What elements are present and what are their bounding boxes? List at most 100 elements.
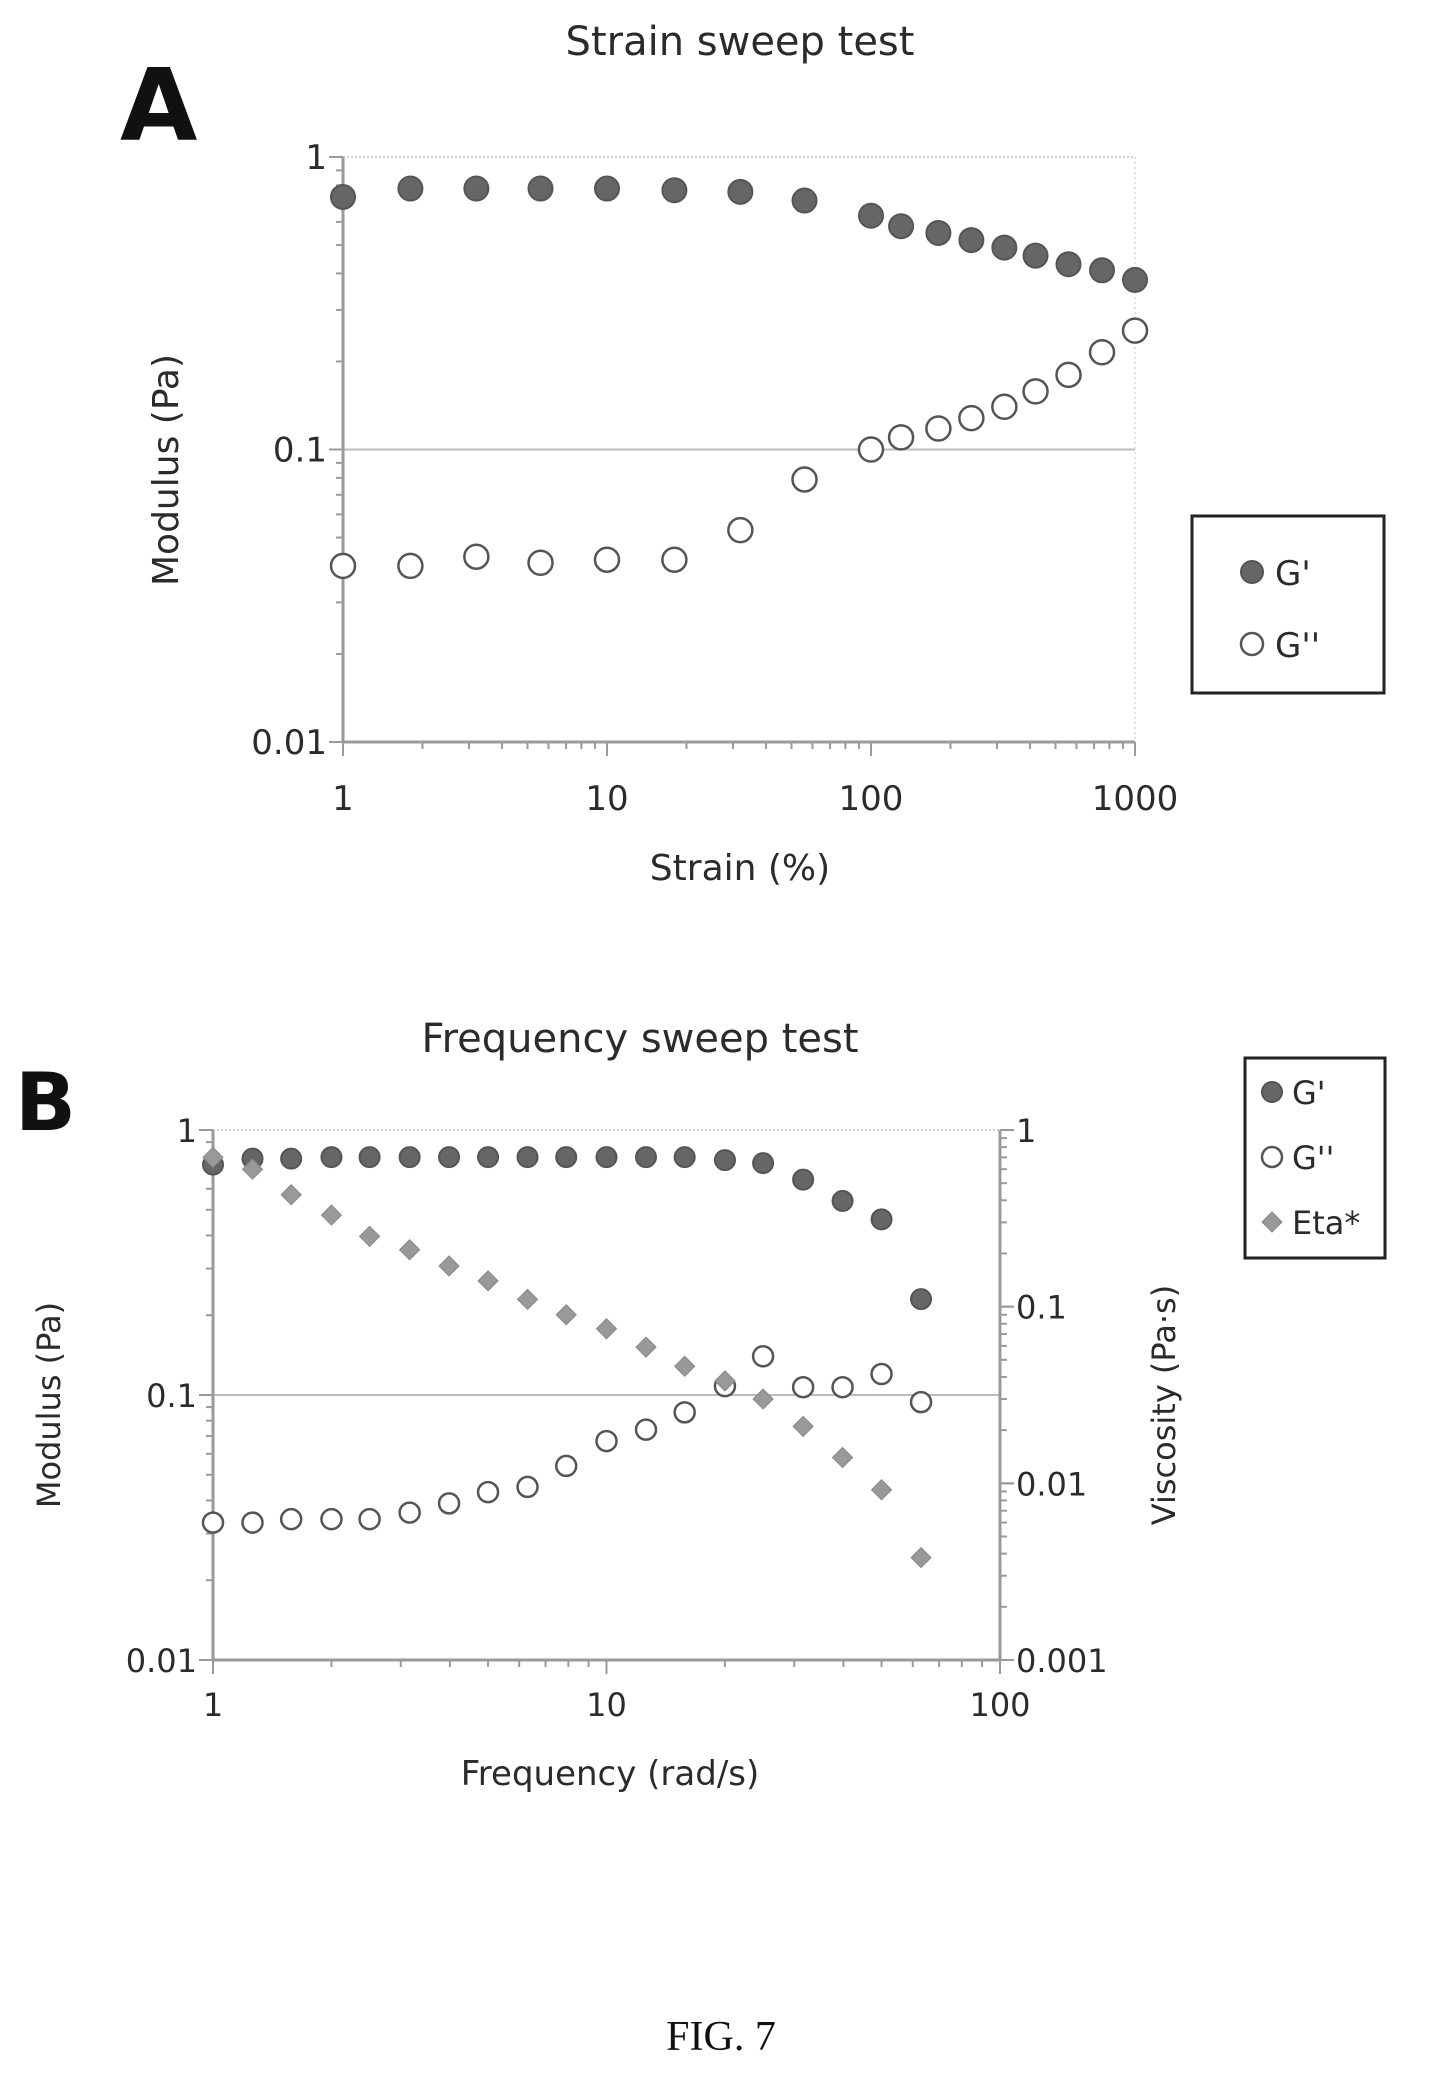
panel-a-axes	[329, 156, 1136, 756]
point-gprime-14	[1055, 251, 1082, 278]
point-gprime-15	[1089, 257, 1116, 284]
x-tick-label: 1000	[1092, 779, 1179, 819]
point-gprime-11	[958, 227, 985, 254]
point-gdoubleprime-10	[595, 1429, 618, 1453]
point-gprime-7	[477, 1146, 500, 1169]
panel-a-legend-box	[1190, 514, 1386, 695]
y-tick-label: 0.01	[251, 723, 327, 763]
panel-a-x-axis-label: Strain (%)	[650, 848, 830, 889]
point-gprime-15	[792, 1168, 815, 1191]
y-tick-label: 0.1	[146, 1377, 197, 1415]
point-gprime-18	[910, 1288, 933, 1311]
point-gprime-3	[527, 175, 554, 202]
panel-a-tick-labels: 1 10 100 1000 0.01 0.1 1	[251, 138, 1178, 819]
point-gdoubleprime-14	[1055, 361, 1082, 389]
point-gprime-8	[516, 1146, 539, 1169]
point-gdoubleprime-18	[909, 1390, 933, 1414]
panel-b-axes	[199, 1129, 1014, 1674]
point-gprime-13	[1022, 242, 1049, 269]
point-gprime-16	[1122, 266, 1148, 293]
point-gdoubleprime-17	[870, 1362, 893, 1386]
point-eta-3	[320, 1204, 343, 1226]
point-gprime-6	[438, 1146, 461, 1169]
point-gdoubleprime-6	[727, 516, 754, 544]
point-eta-12	[673, 1355, 696, 1377]
point-gprime-10	[595, 1146, 618, 1169]
panel-b-legend-gprime-label: G'	[1292, 1074, 1326, 1112]
point-gprime-7	[791, 187, 818, 214]
y2-tick-label: 0.1	[1016, 1289, 1067, 1327]
point-gdoubleprime-11	[634, 1418, 658, 1441]
point-gprime-6	[727, 178, 754, 205]
panel-a: A Strain sweep test 1 10 100 1000 0.01 0.1 1 S…	[120, 19, 1386, 889]
point-gdoubleprime-8	[516, 1475, 539, 1499]
panel-a-gridlines	[343, 156, 1136, 742]
point-eta-11	[635, 1336, 657, 1358]
point-eta-15	[792, 1415, 814, 1438]
x-tick-label: 10	[586, 1686, 627, 1724]
x-tick-label: 100	[969, 1686, 1030, 1724]
point-gdoubleprime-13	[1022, 378, 1049, 405]
panel-a-legend-gdoubleprime-marker	[1239, 631, 1265, 657]
point-gprime-10	[925, 219, 952, 246]
point-gdoubleprime-14	[751, 1345, 775, 1368]
point-gdoubleprime-11	[958, 404, 985, 432]
point-eta-13	[714, 1370, 736, 1392]
point-eta-2	[280, 1184, 302, 1206]
panel-a-legend-gprime-marker	[1240, 560, 1264, 584]
point-gdoubleprime-8	[857, 436, 885, 463]
point-gprime-4	[358, 1146, 381, 1169]
panel-b-legend-gdoubleprime-marker	[1260, 1145, 1284, 1169]
point-gdoubleprime-15	[791, 1375, 815, 1399]
point-eta-1	[241, 1158, 264, 1180]
panel-a-data-points	[329, 175, 1149, 580]
point-gprime-17	[870, 1208, 893, 1231]
panel-b-letter: B	[15, 1056, 76, 1149]
point-gprime-16	[831, 1189, 854, 1212]
point-gprime-2	[463, 175, 490, 202]
point-gdoubleprime-1	[241, 1511, 264, 1534]
point-eta-18	[910, 1546, 932, 1569]
panel-a-legend-gprime-label: G'	[1275, 554, 1311, 594]
panel-b-title: Frequency sweep test	[421, 1016, 858, 1062]
point-eta-0	[202, 1146, 224, 1169]
figure-caption: FIG. 7	[666, 2014, 776, 2060]
point-eta-8	[516, 1288, 539, 1311]
point-gprime-2	[280, 1147, 303, 1170]
y2-tick-label: 1	[1016, 1112, 1036, 1150]
point-eta-4	[358, 1225, 381, 1248]
y-tick-label: 0.01	[126, 1642, 197, 1680]
panel-b-x-axis-label: Frequency (rad/s)	[461, 1754, 760, 1794]
point-gprime-5	[398, 1146, 421, 1169]
point-eta-6	[438, 1255, 460, 1277]
y-tick-label: 0.1	[273, 431, 327, 471]
point-gprime-3	[320, 1146, 343, 1169]
point-eta-10	[595, 1318, 618, 1340]
panel-a-legend: G' G''	[1190, 514, 1386, 695]
point-eta-9	[555, 1304, 577, 1326]
point-gdoubleprime-5	[661, 546, 688, 573]
point-gprime-4	[594, 175, 620, 202]
point-gdoubleprime-2	[279, 1507, 303, 1531]
point-gprime-8	[858, 202, 884, 229]
panel-b-gridlines	[213, 1129, 1000, 1396]
y2-tick-label: 0.01	[1016, 1465, 1087, 1503]
y-tick-label: 1	[305, 138, 327, 178]
point-gprime-9	[555, 1146, 578, 1169]
point-gprime-0	[330, 183, 356, 210]
panel-a-legend-gdoubleprime-label: G''	[1275, 626, 1320, 666]
point-gdoubleprime-16	[831, 1375, 854, 1399]
point-gdoubleprime-12	[991, 393, 1018, 421]
point-gdoubleprime-3	[320, 1507, 343, 1531]
panel-b-legend-eta-label: Eta*	[1292, 1204, 1360, 1242]
point-gdoubleprime-0	[201, 1511, 225, 1534]
panel-b-legend-gprime-marker	[1261, 1081, 1283, 1103]
panel-a-y-axis-label: Modulus (Pa)	[146, 354, 187, 586]
point-gdoubleprime-10	[925, 415, 952, 442]
panel-b-data-points	[201, 1146, 933, 1569]
panel-b-right-y-axis-label: Viscosity (Pa·s)	[1145, 1285, 1183, 1525]
y-tick-label: 1	[177, 1112, 197, 1150]
point-gprime-14	[752, 1152, 775, 1175]
point-gdoubleprime-6	[437, 1492, 461, 1515]
